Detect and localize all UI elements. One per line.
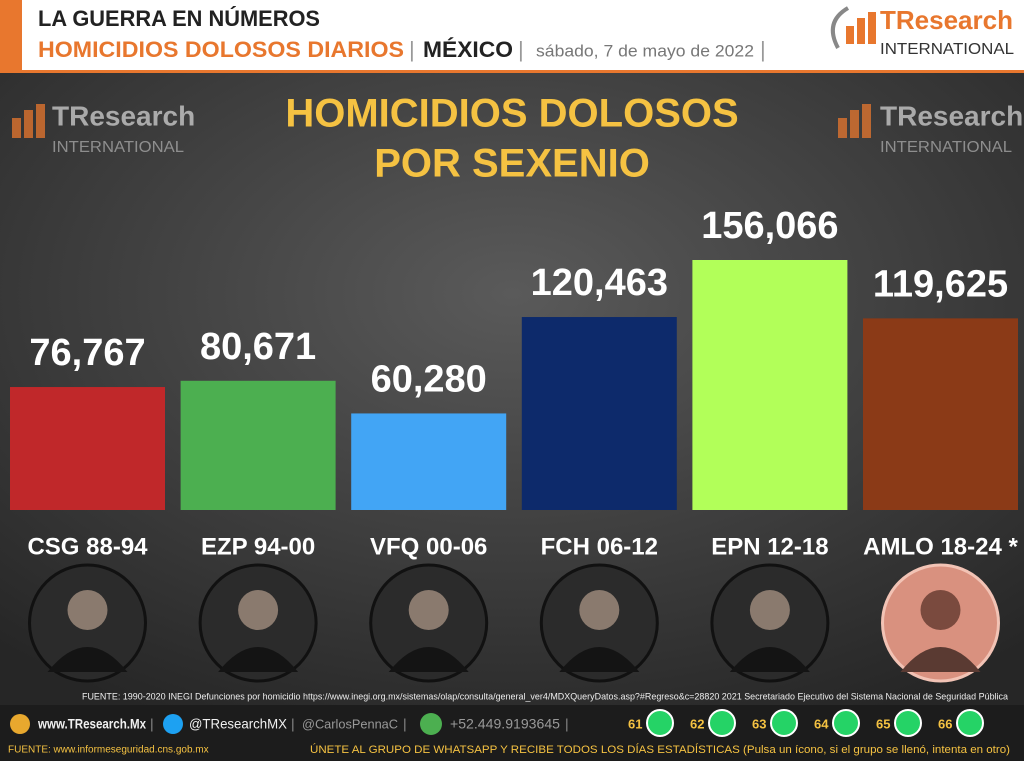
- website-link[interactable]: www.TResearch.Mx: [37, 716, 146, 732]
- footer-cta: ÚNETE AL GRUPO DE WHATSAPP Y RECIBE TODO…: [310, 743, 1010, 756]
- web-icon: [10, 714, 30, 734]
- logo: TResearch INTERNATIONAL: [830, 5, 1014, 58]
- whatsapp-group-button[interactable]: [708, 709, 736, 737]
- group-number: 62: [690, 716, 704, 731]
- portrait-face: [408, 590, 449, 630]
- whatsapp-icon: [420, 713, 442, 735]
- background: [0, 72, 1024, 705]
- logo-bar: [36, 104, 45, 138]
- bar: [180, 380, 336, 510]
- group-number: 61: [628, 716, 642, 731]
- group-number: 64: [814, 716, 829, 731]
- portrait-body: [559, 647, 640, 672]
- separator: |: [409, 37, 415, 62]
- category-label: EZP 94-00: [201, 533, 315, 560]
- whatsapp-group-button[interactable]: [832, 709, 860, 737]
- footer-twitter[interactable]: @TResearchMX: [189, 716, 288, 732]
- logo-bar: [838, 118, 847, 138]
- header-section: HOMICIDIOS DOLOSOS DIARIOS: [38, 37, 404, 62]
- value-label: 156,066: [701, 205, 838, 247]
- category-label: AMLO 18-24 *: [863, 533, 1018, 560]
- bar: [351, 413, 507, 510]
- value-label: 120,463: [531, 262, 668, 304]
- category-label: EPN 12-18: [711, 533, 828, 560]
- logo-bar: [12, 118, 21, 138]
- portrait-face: [67, 590, 108, 630]
- category-label: VFQ 00-06: [370, 533, 487, 560]
- portrait-face: [579, 590, 620, 630]
- whatsapp-group-button[interactable]: [894, 709, 922, 737]
- bar: [521, 317, 677, 510]
- separator: |: [291, 716, 295, 732]
- bar: [692, 260, 848, 510]
- value-label: 80,671: [200, 326, 316, 368]
- logo-name: TResearch: [880, 100, 1023, 131]
- footer-twitter2: @CarlosPennaC: [302, 716, 398, 731]
- header-date: sábado, 7 de mayo de 2022: [536, 41, 754, 60]
- whatsapp-group-button[interactable]: [956, 709, 984, 737]
- logo-bar: [850, 110, 859, 138]
- logo-sub: INTERNATIONAL: [52, 139, 184, 156]
- logo-sub: INTERNATIONAL: [880, 139, 1012, 156]
- portrait-face: [238, 590, 279, 630]
- footer-phone: +52.449.9193645: [450, 716, 560, 732]
- header-kicker: LA GUERRA EN NÚMEROS: [38, 6, 320, 31]
- portrait-face: [749, 590, 790, 630]
- header-country: MÉXICO: [423, 37, 513, 62]
- value-label: 76,767: [29, 332, 145, 374]
- portrait-face: [920, 590, 961, 630]
- separator: |: [403, 716, 407, 732]
- logo-watermark: TResearch INTERNATIONAL: [838, 100, 1023, 156]
- bar: [863, 318, 1018, 510]
- chart-source: FUENTE: 1990-2020 INEGI Defunciones por …: [82, 692, 1009, 703]
- whatsapp-group-button[interactable]: [770, 709, 798, 737]
- chart-title: HOMICIDIOS DOLOSOS: [285, 92, 738, 136]
- header-accent: [0, 0, 22, 72]
- logo-bar: [846, 26, 854, 44]
- portrait-body: [218, 647, 299, 672]
- group-number: 63: [752, 716, 766, 731]
- value-label: 60,280: [371, 358, 487, 400]
- value-label: 119,625: [873, 263, 1008, 305]
- portrait-body: [729, 647, 810, 672]
- twitter-link[interactable]: @TResearchMX: [189, 716, 288, 732]
- whatsapp-groups: 61 62 63 64 65 66: [628, 709, 984, 737]
- separator: |: [760, 37, 766, 62]
- logo-name: TResearch: [880, 5, 1013, 35]
- header-rule: [0, 70, 1024, 73]
- logo-bar: [862, 104, 871, 138]
- portrait-body: [388, 647, 469, 672]
- logo-sub: INTERNATIONAL: [880, 41, 1014, 58]
- portrait-body: [900, 647, 981, 672]
- logo-name: TResearch: [52, 100, 195, 131]
- logo-watermark: TResearch INTERNATIONAL: [12, 100, 195, 156]
- bar: [10, 387, 165, 510]
- category-label: FCH 06-12: [541, 533, 658, 560]
- chart-subtitle: POR SEXENIO: [374, 142, 650, 186]
- whatsapp-group-button[interactable]: [646, 709, 674, 737]
- twitter-icon: [163, 714, 183, 734]
- footer-source-label: FUENTE: www.informeseguridad.cns.gob.mx: [8, 745, 209, 756]
- portrait-body: [47, 647, 128, 672]
- logo-bar: [857, 18, 865, 44]
- footer-website[interactable]: www.TResearch.Mx: [37, 716, 146, 732]
- logo-bar: [868, 12, 876, 44]
- logo-bar: [24, 110, 33, 138]
- group-number: 65: [876, 716, 890, 731]
- group-number: 66: [938, 716, 952, 731]
- category-label: CSG 88-94: [27, 533, 148, 560]
- separator: |: [518, 37, 524, 62]
- separator: |: [565, 716, 569, 732]
- separator: |: [150, 716, 154, 732]
- logo-swoosh: [830, 6, 850, 49]
